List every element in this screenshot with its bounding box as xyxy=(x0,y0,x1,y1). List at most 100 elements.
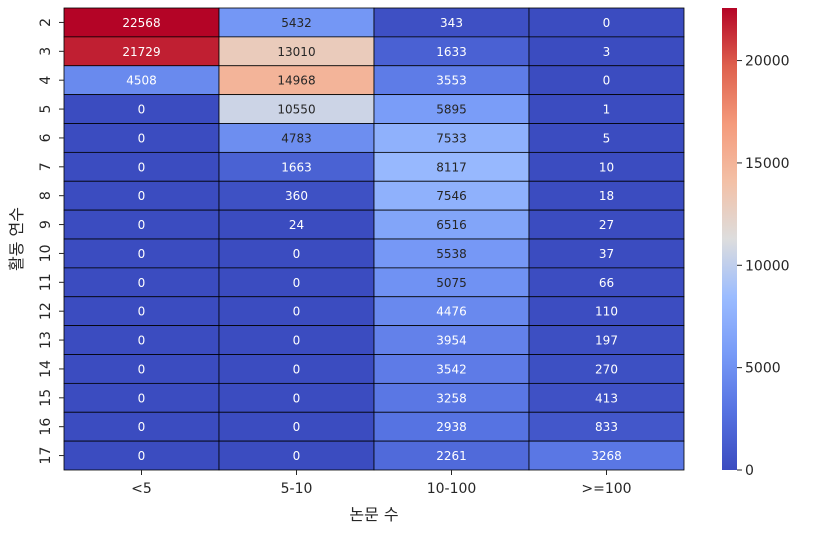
y-tick-label: 10 xyxy=(38,245,54,263)
heatmap-cell xyxy=(373,267,530,298)
y-tick-label: 8 xyxy=(38,191,54,200)
y-tick-label: 4 xyxy=(38,76,54,85)
cell-value-label: 18 xyxy=(599,189,614,203)
heatmap-cell xyxy=(218,354,375,384)
cell-value-label: 0 xyxy=(293,334,301,348)
heatmap-cell xyxy=(373,325,530,355)
cell-value-label: 66 xyxy=(599,276,614,290)
y-tick-label: 5 xyxy=(38,105,54,114)
cell-value-label: 22568 xyxy=(122,16,160,30)
cell-value-label: 0 xyxy=(293,449,301,463)
heatmap-cell xyxy=(63,180,220,211)
cell-value-label: 3954 xyxy=(436,334,467,348)
y-tick-label: 17 xyxy=(38,447,54,465)
cell-value-label: 7546 xyxy=(436,189,467,203)
cell-value-label: 0 xyxy=(138,334,146,348)
cell-value-label: 2261 xyxy=(436,449,467,463)
y-tick-label: 7 xyxy=(38,162,54,171)
heatmap-cell xyxy=(218,151,375,182)
heatmap-cell xyxy=(218,65,375,96)
cell-value-label: 13010 xyxy=(277,45,315,59)
y-tick-label: 13 xyxy=(38,331,54,349)
cell-value-label: 1 xyxy=(603,103,611,117)
colorbar-tick-label: 0 xyxy=(745,463,754,479)
cell-value-label: 360 xyxy=(285,189,308,203)
cell-value-label: 21729 xyxy=(122,45,160,59)
colorbar-tick-label: 5000 xyxy=(745,361,781,377)
cell-value-label: 4476 xyxy=(436,305,467,319)
heatmap-cell xyxy=(218,382,375,413)
cell-value-label: 5 xyxy=(603,131,611,145)
cell-value-label: 3258 xyxy=(436,391,467,405)
heatmap-cell xyxy=(528,325,685,355)
heatmap-cell xyxy=(528,180,685,211)
cell-value-label: 7533 xyxy=(436,131,467,145)
heatmap-cell xyxy=(373,382,530,413)
cell-value-label: 24 xyxy=(289,218,304,232)
cell-value-label: 3 xyxy=(603,45,611,59)
cell-value-label: 5075 xyxy=(436,276,467,290)
cell-value-label: 0 xyxy=(138,160,146,174)
heatmap-cell xyxy=(528,382,685,413)
heatmap-cell xyxy=(63,209,220,240)
cell-value-label: 0 xyxy=(138,131,146,145)
cell-value-label: 0 xyxy=(138,391,146,405)
cell-value-label: 0 xyxy=(138,305,146,319)
cell-value-label: 14968 xyxy=(277,74,315,88)
heatmap-cell xyxy=(63,267,220,298)
heatmap-cell xyxy=(528,354,685,384)
heatmap-cell xyxy=(373,123,530,153)
cell-value-label: 270 xyxy=(595,362,618,376)
cell-value-label: 6516 xyxy=(436,218,467,232)
cell-value-label: 0 xyxy=(603,16,611,30)
cell-value-label: 3542 xyxy=(436,362,467,376)
cell-value-label: 0 xyxy=(293,247,301,261)
heatmap-cell xyxy=(528,238,685,269)
cell-value-label: 10550 xyxy=(277,103,315,117)
cell-value-label: 0 xyxy=(138,103,146,117)
cell-value-label: 0 xyxy=(293,305,301,319)
y-axis-label: 활동 연수 xyxy=(7,207,26,271)
heatmap-cells: 22568 5432 343 0 21729 13010 1633 3 4508 14968 355… xyxy=(63,7,685,471)
cell-value-label: 413 xyxy=(595,391,618,405)
cell-value-label: 5895 xyxy=(436,103,467,117)
heatmap-cell xyxy=(528,151,685,182)
cell-value-label: 37 xyxy=(599,247,614,261)
heatmap-cell xyxy=(218,296,375,327)
heatmap-cell xyxy=(218,7,375,38)
heatmap-cell xyxy=(373,411,530,442)
cell-value-label: 1633 xyxy=(436,45,467,59)
heatmap-cell xyxy=(528,36,685,67)
cell-value-label: 0 xyxy=(138,420,146,434)
heatmap-cell xyxy=(373,209,530,240)
colorbar xyxy=(722,8,737,470)
heatmap-cell xyxy=(218,36,375,67)
y-tick-label: 14 xyxy=(38,360,54,378)
heatmap-cell xyxy=(373,180,530,211)
heatmap-cell xyxy=(528,267,685,298)
cell-value-label: 5538 xyxy=(436,247,467,261)
cell-value-label: 3268 xyxy=(591,449,622,463)
colorbar-tick-label: 20000 xyxy=(745,54,790,70)
cell-value-label: 0 xyxy=(138,449,146,463)
cell-value-label: 197 xyxy=(595,334,618,348)
heatmap-cell xyxy=(528,94,685,124)
heatmap-cell xyxy=(218,94,375,124)
cell-value-label: 0 xyxy=(138,247,146,261)
heatmap-cell xyxy=(218,325,375,355)
heatmap-cell xyxy=(528,7,685,38)
cell-value-label: 343 xyxy=(440,16,463,30)
cell-value-label: 5432 xyxy=(281,16,312,30)
heatmap-cell xyxy=(528,123,685,153)
cell-value-label: 1663 xyxy=(281,160,312,174)
heatmap-cell xyxy=(373,151,530,182)
x-tick-label: 5-10 xyxy=(281,481,313,497)
heatmap-cell xyxy=(63,440,220,471)
colorbar-tick-label: 15000 xyxy=(745,156,790,172)
heatmap-cell xyxy=(218,123,375,153)
heatmap-cell xyxy=(63,7,220,38)
y-tick-label: 15 xyxy=(38,389,54,407)
cell-value-label: 0 xyxy=(138,189,146,203)
cell-value-label: 2938 xyxy=(436,420,467,434)
y-tick-label: 3 xyxy=(38,47,54,56)
